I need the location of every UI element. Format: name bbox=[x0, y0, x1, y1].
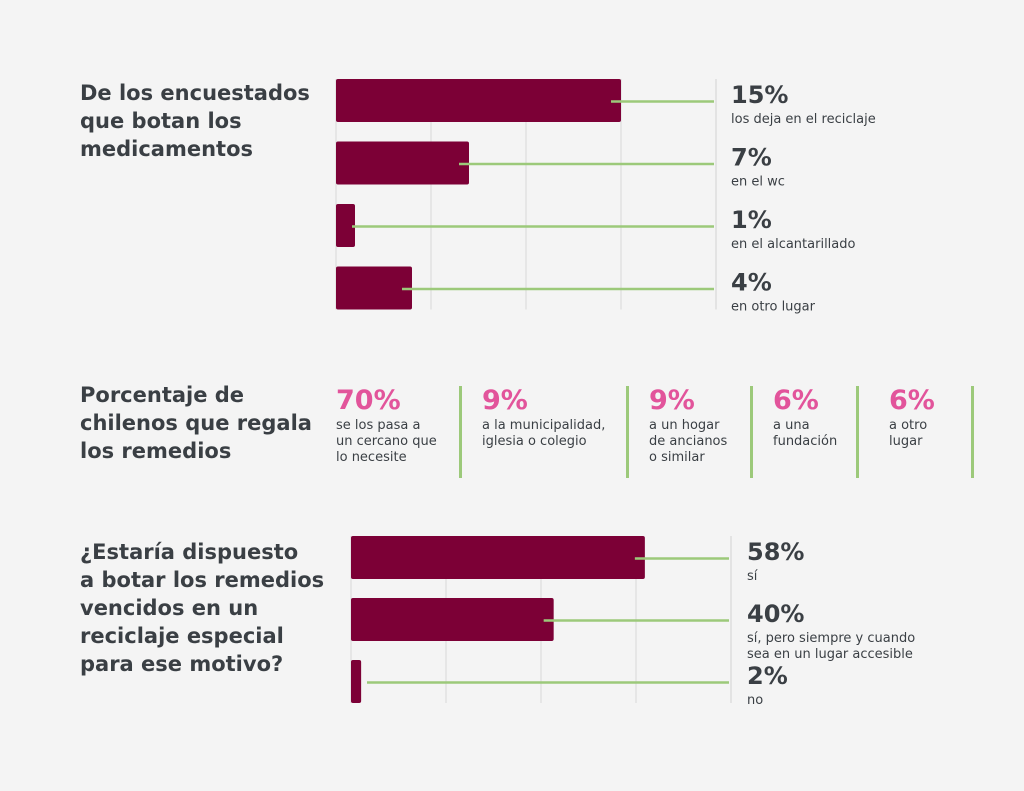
stat-desc-line: lo necesite bbox=[336, 450, 407, 465]
section1-title: De los encuestados que botan los medicam… bbox=[80, 79, 310, 163]
stat-divider bbox=[459, 386, 462, 478]
stat-divider bbox=[750, 386, 753, 478]
section1-title-line: que botan los bbox=[80, 109, 242, 133]
stat-desc-line: a otro bbox=[889, 418, 928, 433]
stat-desc-line: un cercano que bbox=[336, 434, 437, 449]
section1-title-line: De los encuestados bbox=[80, 81, 310, 105]
section2-title-line: Porcentaje de bbox=[80, 383, 245, 407]
stat-divider bbox=[971, 386, 974, 478]
stat-desc-line: iglesia o colegio bbox=[482, 434, 587, 449]
category-label: los deja en el reciclaje bbox=[731, 112, 876, 127]
section3-title: ¿Estaría dispuesto a botar los remedios … bbox=[80, 538, 324, 678]
stat-desc-line: fundación bbox=[773, 434, 838, 449]
category-label: en el alcantarillado bbox=[731, 237, 856, 252]
stat-otro-lugar: 6% a otro lugar bbox=[889, 384, 935, 450]
value-label: 2% bbox=[747, 662, 788, 690]
bar bbox=[351, 598, 554, 641]
section2-title-line: los remedios bbox=[80, 439, 232, 463]
section2-title: Porcentaje de chilenos que regala los re… bbox=[80, 381, 312, 465]
category-label: en otro lugar bbox=[731, 300, 816, 315]
section2-title-line: chilenos que regala bbox=[80, 411, 312, 435]
stat-value: 9% bbox=[649, 385, 695, 416]
stat-fundacion: 6% a una fundación bbox=[773, 384, 837, 450]
stat-desc-line: o similar bbox=[649, 450, 705, 465]
stat-municipalidad: 9% a la municipalidad, iglesia o colegio bbox=[482, 384, 605, 450]
section3-title-line: para ese motivo? bbox=[80, 652, 284, 676]
section3-title-line: vencidos en un bbox=[80, 596, 259, 620]
stat-desc-line: se los pasa a bbox=[336, 418, 421, 433]
value-label: 1% bbox=[731, 206, 772, 234]
section3-title-line: ¿Estaría dispuesto bbox=[80, 540, 299, 564]
bar bbox=[336, 204, 355, 247]
value-label: 4% bbox=[731, 269, 772, 297]
stat-value: 70% bbox=[336, 385, 401, 416]
category-label: sí bbox=[747, 569, 758, 584]
bar bbox=[351, 660, 362, 703]
section3-title-line: a botar los remedios bbox=[80, 568, 325, 592]
stat-desc-line: a la municipalidad, bbox=[482, 418, 606, 433]
bar bbox=[336, 266, 412, 310]
stat-desc-line: de ancianos bbox=[649, 434, 728, 449]
value-label: 58% bbox=[747, 538, 804, 566]
stat-desc-line: lugar bbox=[889, 434, 923, 449]
bar bbox=[351, 536, 645, 579]
stat-pasa-cercano: 70% se los pasa a un cercano que lo nece… bbox=[336, 384, 437, 466]
stat-desc-line: a un hogar bbox=[649, 418, 720, 433]
value-label: 40% bbox=[747, 600, 804, 628]
stat-divider bbox=[856, 386, 859, 478]
category-label: sea en un lugar accesible bbox=[747, 647, 913, 662]
bar bbox=[336, 79, 621, 122]
section1-title-line: medicamentos bbox=[80, 137, 254, 161]
stat-divider bbox=[626, 386, 629, 478]
category-label: sí, pero siempre y cuando bbox=[747, 631, 915, 646]
value-label: 7% bbox=[731, 144, 772, 172]
category-label: no bbox=[747, 693, 763, 708]
category-label: en el wc bbox=[731, 175, 785, 190]
stat-value: 6% bbox=[889, 385, 935, 416]
stat-hogar-ancianos: 9% a un hogar de ancianos o similar bbox=[649, 384, 727, 466]
bar bbox=[336, 141, 469, 185]
stat-desc-line: a una bbox=[773, 418, 810, 433]
value-label: 15% bbox=[731, 81, 788, 109]
stat-value: 6% bbox=[773, 385, 819, 416]
stat-value: 9% bbox=[482, 385, 528, 416]
section3-title-line: reciclaje especial bbox=[80, 624, 284, 648]
